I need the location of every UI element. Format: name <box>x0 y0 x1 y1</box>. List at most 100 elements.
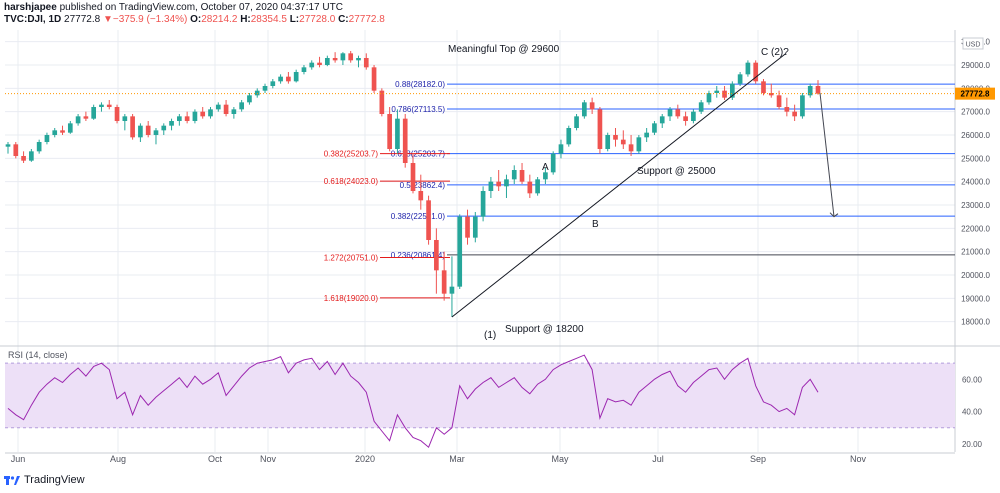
fib-level-label: 0.236(20861.4) <box>391 251 446 260</box>
candle-body <box>675 109 681 117</box>
symbol-label[interactable]: TVC:DJI, 1D <box>4 14 62 25</box>
rsi-band <box>5 363 955 428</box>
publisher-line: harshjapee published on TradingView.com,… <box>4 2 994 14</box>
annotation-wave-1: (1) <box>484 330 496 341</box>
candle-body <box>480 191 486 217</box>
y-tick-label: 21000.0 <box>961 248 990 257</box>
candle-body <box>519 170 525 182</box>
chart-header: harshjapee published on TradingView.com,… <box>4 2 994 28</box>
annotation-meaningful-top: Meaningful Top @ 29600 <box>448 44 560 55</box>
candle-body <box>628 144 634 152</box>
candle-body <box>768 93 774 96</box>
candle-body <box>138 125 143 138</box>
candle-body <box>106 104 112 107</box>
candle-body <box>161 125 167 131</box>
support-trendline <box>451 52 787 318</box>
candle-body <box>753 62 759 82</box>
candle-body <box>332 58 338 61</box>
price-change: ▼−375.9 (−1.34%) <box>102 14 188 25</box>
close-label: C: <box>338 14 349 25</box>
author-name[interactable]: harshjapee <box>4 2 57 13</box>
candle-body <box>402 118 408 163</box>
y-tick-label: 23000.0 <box>961 201 990 210</box>
candle-body <box>130 116 135 138</box>
candle-body <box>800 95 805 117</box>
open-label: O: <box>190 14 202 25</box>
candle-body <box>286 76 291 82</box>
candle-body <box>418 191 424 201</box>
candle-body <box>652 123 657 133</box>
candle-body <box>301 67 307 72</box>
candle-body <box>807 86 813 96</box>
candle-body <box>698 102 704 112</box>
candle-body <box>278 76 283 82</box>
x-tick-label: Oct <box>208 454 223 464</box>
candle-body <box>145 125 151 135</box>
candle-body <box>91 107 97 119</box>
candle-body <box>200 111 206 117</box>
candle-body <box>153 130 159 135</box>
candle-body <box>52 130 58 135</box>
candle-body <box>441 270 447 294</box>
fib-extension-label: 1.618(19020.0) <box>324 294 379 303</box>
candle-body <box>776 95 782 107</box>
candle-body <box>44 135 50 142</box>
candle-body <box>535 179 540 194</box>
y-tick-label: 25000.0 <box>961 154 990 163</box>
y-tick-label: 18000.0 <box>961 318 990 327</box>
candle-body <box>714 90 720 93</box>
candle-body <box>387 114 392 149</box>
last-price-badge <box>955 87 995 100</box>
footer: TradingView <box>4 474 85 486</box>
candle-body <box>566 128 572 145</box>
candle-body <box>13 144 19 156</box>
candle-body <box>792 111 797 117</box>
candle-body <box>691 111 696 121</box>
y-tick-label: 24000.0 <box>961 178 990 187</box>
candle-body <box>192 111 198 121</box>
candle-body <box>543 172 548 180</box>
fib-extension-label: 1.272(20751.0) <box>324 253 379 262</box>
x-tick-label: Jul <box>652 454 664 464</box>
candle-body <box>309 62 315 68</box>
candle-body <box>75 116 81 124</box>
tradingview-brand[interactable]: TradingView <box>24 474 85 486</box>
candle-body <box>363 58 369 68</box>
candle-body <box>613 135 618 140</box>
candle-body <box>239 102 244 110</box>
x-tick-label: 2020 <box>355 454 375 464</box>
x-tick-label: Nov <box>850 454 867 464</box>
candle-body <box>636 137 642 152</box>
candle-body <box>667 109 673 117</box>
candle-body <box>620 139 626 145</box>
y-tick-label: 26000.0 <box>961 131 990 140</box>
candle-body <box>262 86 268 91</box>
last-price: 27772.8 <box>64 14 101 25</box>
high-value: 28354.5 <box>250 14 287 25</box>
unit-label: USD <box>966 42 981 49</box>
candle-body <box>496 181 502 187</box>
candle-body <box>5 144 11 147</box>
candle-body <box>83 116 89 119</box>
open-value: 28214.2 <box>201 14 238 25</box>
candle-body <box>527 181 533 194</box>
candle-body <box>293 72 299 82</box>
candle-body <box>465 216 470 238</box>
tradingview-logo-icon <box>4 476 20 485</box>
candle-body <box>21 156 26 161</box>
candle-body <box>722 90 727 98</box>
candle-body <box>324 58 330 65</box>
candle-body <box>706 93 712 103</box>
candle-body <box>644 132 649 138</box>
candle-body <box>589 102 595 110</box>
candle-body <box>582 102 587 117</box>
fib-level-label: 0.786(27113.5) <box>391 105 445 114</box>
candle-body <box>597 109 603 149</box>
candle-body <box>184 116 190 121</box>
candle-body <box>247 95 252 103</box>
candle-body <box>356 58 361 61</box>
annotation-wave-c2: C (2)? <box>761 47 789 58</box>
fib-level-label: 0.5(23862.4) <box>400 181 446 190</box>
published-text: published on TradingView.com, October 07… <box>59 2 343 13</box>
